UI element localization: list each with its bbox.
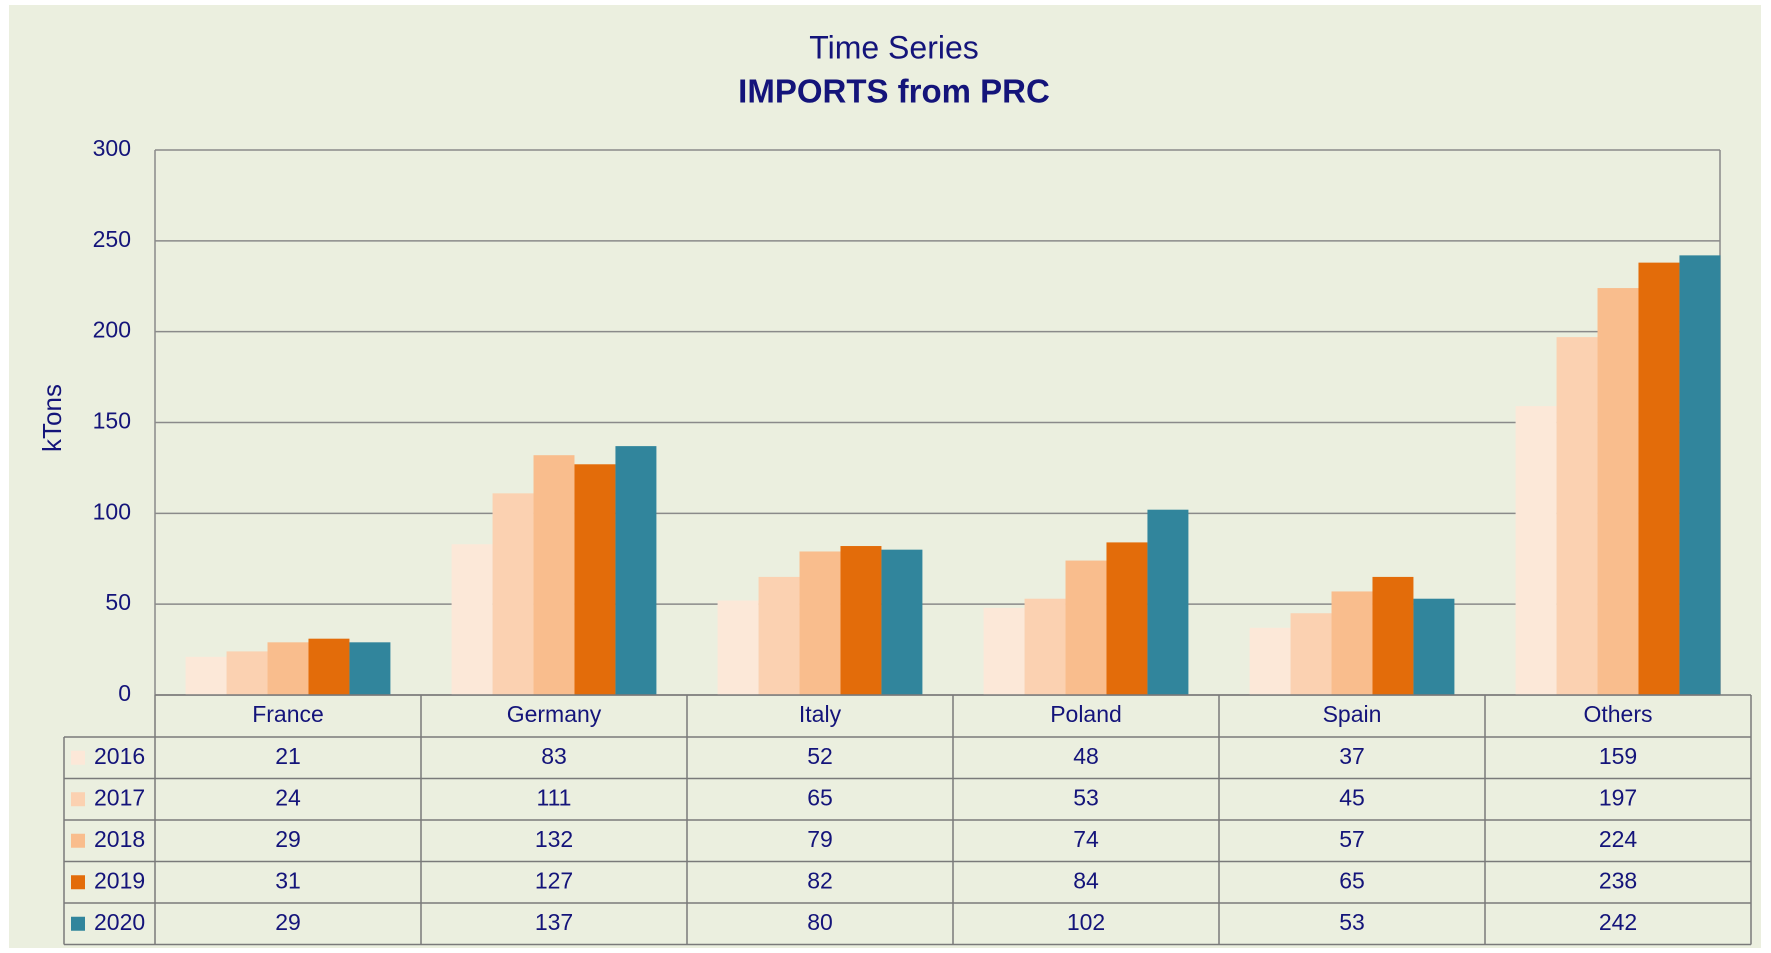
table-value: 111 [537,784,572,810]
table-value: 137 [535,909,573,935]
legend-swatch [71,875,85,890]
legend-swatch [71,833,85,848]
y-tick-label: 200 [93,317,131,343]
y-axis-label: kTons [37,384,67,452]
bar [983,607,1025,695]
bar [1290,613,1332,695]
bar [1597,288,1639,695]
bar [492,493,534,695]
bar [349,642,391,695]
table-value: 79 [807,826,833,852]
x-tick-label: Spain [1323,701,1382,727]
bar [1515,406,1557,695]
legend-swatch [71,750,85,765]
table-value: 84 [1073,867,1099,893]
bar [1024,598,1066,695]
table-value: 45 [1339,784,1365,810]
table-value: 29 [275,826,301,852]
bar [1249,627,1291,695]
bar [1065,560,1107,695]
bar [1413,598,1455,695]
table-value: 65 [1339,867,1365,893]
x-tick-label: Others [1583,701,1652,727]
table-value: 127 [535,867,573,893]
bar [799,551,841,695]
bar [758,576,800,695]
chart-background [9,5,1761,948]
bar [615,446,657,695]
x-tick-label: Germany [507,701,602,727]
table-value: 80 [807,909,833,935]
y-tick-label: 300 [93,135,131,161]
x-tick-label: Italy [799,701,842,727]
table-value: 37 [1339,743,1365,769]
legend-label: 2016 [94,743,145,769]
table-value: 24 [275,784,301,810]
bar [1106,542,1148,695]
table-value: 132 [535,826,573,852]
table-value: 242 [1599,909,1637,935]
bar [1679,255,1721,695]
table-value: 102 [1067,909,1105,935]
table-value: 83 [541,743,567,769]
bar [717,600,759,695]
chart-subtitle: IMPORTS from PRC [738,73,1050,110]
x-tick-label: Poland [1050,701,1122,727]
table-value: 74 [1073,826,1099,852]
legend-swatch [71,916,85,931]
y-tick-label: 100 [93,498,131,524]
table-value: 53 [1073,784,1099,810]
table-value: 224 [1599,826,1638,852]
legend-label: 2019 [94,867,145,893]
bar [1556,337,1598,695]
bar [267,642,309,695]
x-tick-label: France [252,701,324,727]
bar [1147,509,1189,695]
table-value: 159 [1599,743,1637,769]
bar [533,455,575,695]
table-value: 65 [807,784,833,810]
bar [1372,576,1414,695]
bar [574,464,616,695]
chart-title: Time Series [809,29,979,65]
table-value: 238 [1599,867,1637,893]
y-tick-label: 50 [105,589,131,615]
bar [840,546,882,695]
table-value: 82 [807,867,833,893]
table-value: 197 [1599,784,1637,810]
table-value: 53 [1339,909,1365,935]
table-value: 48 [1073,743,1099,769]
y-tick-label: 0 [118,680,131,706]
bar [226,651,268,695]
bar [1331,591,1373,695]
legend-label: 2018 [94,826,145,852]
y-tick-label: 250 [93,226,131,252]
bar [185,656,227,695]
legend-label: 2017 [94,784,145,810]
table-value: 52 [807,743,833,769]
legend-swatch [71,792,85,807]
table-value: 57 [1339,826,1365,852]
legend-label: 2020 [94,909,145,935]
bar [1638,262,1680,695]
bar [881,549,923,695]
bar [451,544,493,695]
table-value: 31 [275,867,301,893]
bar [308,638,350,695]
y-tick-label: 150 [93,408,131,434]
table-value: 21 [275,743,301,769]
table-value: 29 [275,909,301,935]
